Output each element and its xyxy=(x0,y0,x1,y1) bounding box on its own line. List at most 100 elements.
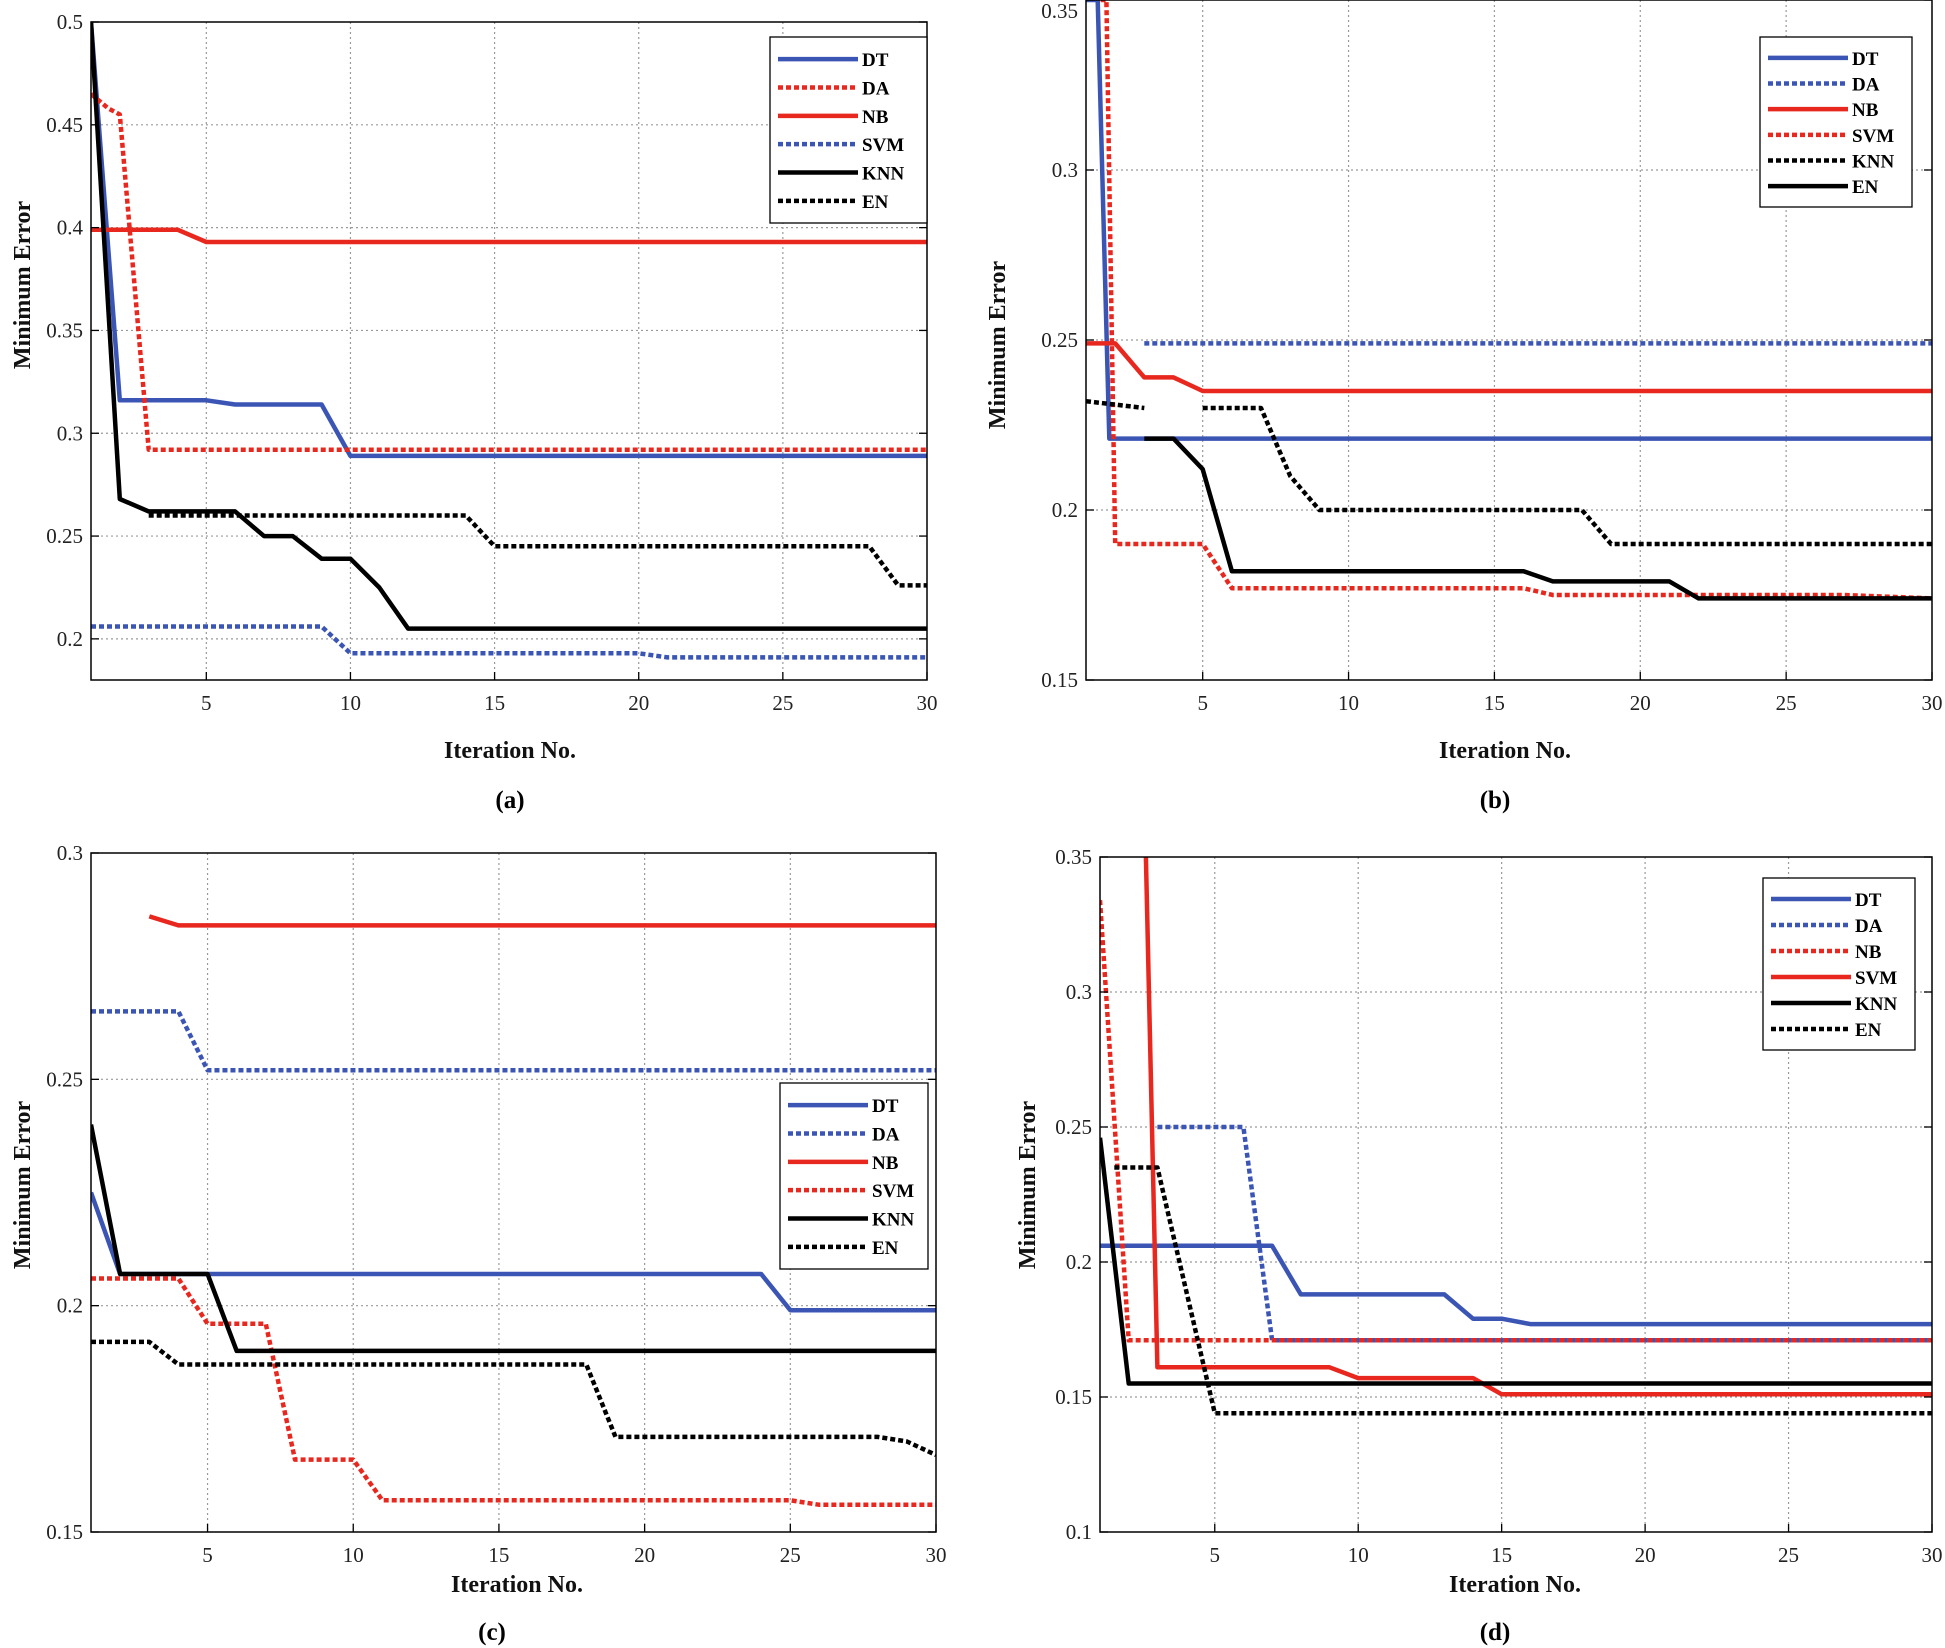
panel-b-ytick-label-1: 0.2 xyxy=(1052,498,1078,522)
panel-c-xtick-label-1: 10 xyxy=(343,1543,364,1567)
panel-c-legend-nb-label: NB xyxy=(872,1153,899,1174)
panel-b-legend: DT DA NB SVM KNN EN xyxy=(1759,36,1913,208)
panel-a: 0.2 0.25 0.3 0.35 0.4 0.45 0.5 5 10 15 20 25 30 DT DA N… xyxy=(46,10,937,715)
panel-c-series-dt-line xyxy=(91,1191,936,1313)
panel-b-ylabel: Minimum Error xyxy=(985,261,1011,430)
panel-b-legend-knn-label: KNN xyxy=(1852,152,1895,173)
panel-b-xtick-label-4: 25 xyxy=(1776,691,1797,715)
panel-a-ytick-label-6: 0.5 xyxy=(57,10,83,34)
panel-c-xtick-label-0: 5 xyxy=(202,1543,213,1567)
panel-c-legend-box xyxy=(779,1082,929,1270)
panel-a-series-nb-line xyxy=(91,227,927,245)
panel-d-ytick-label-0: 0.1 xyxy=(1066,1520,1092,1544)
panel-a-series-dt-line xyxy=(91,22,927,459)
panel-a-ytick-label-1: 0.25 xyxy=(46,524,83,548)
panel-c-legend-da-label: DA xyxy=(872,1125,900,1146)
panel-d-ytick-label-3: 0.25 xyxy=(1055,1115,1092,1139)
panel-c-ytick-label-2: 0.25 xyxy=(46,1067,83,1091)
panel-d-series-svm-line xyxy=(1143,857,1932,1397)
panel-c-legend: DT DA NB SVM KNN EN xyxy=(779,1082,929,1270)
panel-c-legend-knn-label: KNN xyxy=(872,1210,915,1231)
panel-b-legend-da-label: DA xyxy=(1852,75,1880,96)
panel-b-ytick-label-4: 0.35 xyxy=(1041,0,1078,23)
panel-b-caption: (b) xyxy=(1480,787,1511,814)
panel-d-legend-box xyxy=(1762,877,1916,1051)
panel-b-xtick-label-3: 20 xyxy=(1630,691,1651,715)
panel-b-legend-nb-label: NB xyxy=(1852,100,1879,121)
panel-a-xtick-label-4: 25 xyxy=(772,691,793,715)
panel-d-series-en-line xyxy=(1114,1165,1932,1416)
panel-a-series-svm-line xyxy=(91,624,927,660)
panel-c-series-knn-line xyxy=(91,1124,936,1354)
panel-d-ytick-label-2: 0.2 xyxy=(1066,1250,1092,1274)
panel-a-xtick-label-3: 20 xyxy=(628,691,649,715)
panel-d: 0.1 0.15 0.2 0.25 0.3 0.35 5 10 15 20 25 30 DT DA NB SV… xyxy=(1055,845,1942,1567)
panel-c-xlabel: Iteration No. xyxy=(451,1572,583,1598)
panel-b-series-knn-line xyxy=(1086,398,1145,411)
panel-c-ylabel: Minimum Error xyxy=(10,1101,36,1270)
panel-c-axes-frame xyxy=(90,852,937,1533)
panel-c-ytick-label-3: 0.3 xyxy=(57,841,83,865)
panel-a-ytick-label-2: 0.3 xyxy=(57,421,83,445)
panel-a-legend-dt-label: DT xyxy=(862,50,889,71)
panel-d-xtick-label-0: 5 xyxy=(1210,1543,1221,1567)
panel-d-legend: DT DA NB SVM KNN EN xyxy=(1762,877,1916,1051)
panel-d-xtick-label-3: 20 xyxy=(1635,1543,1656,1567)
panel-a-xtick-label-1: 10 xyxy=(340,691,361,715)
panel-d-legend-dt-label: DT xyxy=(1855,890,1882,911)
panel-c-xtick-label-3: 20 xyxy=(634,1543,655,1567)
panel-d-xtick-label-4: 25 xyxy=(1778,1543,1799,1567)
panel-b-series-extra-6-line xyxy=(1202,405,1932,547)
panel-c-xtick-label-2: 15 xyxy=(488,1543,509,1567)
panel-a-xlabel: Iteration No. xyxy=(444,738,576,764)
panel-a-legend-knn-label: KNN xyxy=(862,164,905,185)
panel-d-xtick-label-5: 30 xyxy=(1922,1543,1943,1567)
panel-a-legend: DT DA NB SVM KNN EN xyxy=(769,36,928,224)
panel-b-series-nb-line xyxy=(1086,341,1932,394)
panel-d-legend-da-label: DA xyxy=(1855,916,1883,937)
panel-a-xtick-label-0: 5 xyxy=(201,691,212,715)
panel-a-ylabel: Minimum Error xyxy=(10,201,36,370)
panel-a-series-group xyxy=(91,22,927,660)
panel-c-caption: (c) xyxy=(478,1619,506,1646)
panel-b-legend-dt-label: DT xyxy=(1852,49,1879,70)
panel-c: 0.15 0.2 0.25 0.3 5 10 15 20 25 30 DT DA NB SVM KNN EN xyxy=(46,841,946,1567)
panel-a-xtick-label-2: 15 xyxy=(484,691,505,715)
panel-d-ylabel: Minimum Error xyxy=(1015,1101,1041,1270)
panel-d-legend-knn-label: KNN xyxy=(1855,994,1898,1015)
panel-b-series-en-line xyxy=(1144,436,1932,601)
panel-c-legend-dt-label: DT xyxy=(872,1096,899,1117)
panel-b-series-dt-line xyxy=(1086,0,1932,441)
panel-d-ytick-label-1: 0.15 xyxy=(1055,1385,1092,1409)
panel-b-xtick-label-0: 5 xyxy=(1197,691,1208,715)
panel-d-series-da-line xyxy=(1157,1124,1932,1343)
panel-a-ytick-label-4: 0.4 xyxy=(57,216,84,240)
panel-d-ytick-label-4: 0.3 xyxy=(1066,980,1092,1004)
panel-c-series-da-line xyxy=(91,1009,936,1073)
panel-c-series-nb-line xyxy=(148,914,936,928)
panel-b-series-svm-line xyxy=(1100,0,1932,601)
panel-b-xlabel: Iteration No. xyxy=(1439,738,1571,764)
panel-a-series-en-line xyxy=(148,513,927,588)
panel-d-series-nb-line xyxy=(1100,900,1932,1343)
panel-d-xtick-label-2: 15 xyxy=(1491,1543,1512,1567)
panel-d-ytick-label-5: 0.35 xyxy=(1055,845,1092,869)
panel-a-series-knn-line xyxy=(91,22,927,631)
panel-a-legend-svm-label: SVM xyxy=(862,135,904,156)
panel-a-ytick-label-0: 0.2 xyxy=(57,627,83,651)
panel-c-ytick-label-1: 0.2 xyxy=(57,1294,83,1318)
panel-b-xtick-label-2: 15 xyxy=(1484,691,1505,715)
panel-a-axes-frame xyxy=(90,21,928,681)
panel-a-caption: (a) xyxy=(495,787,524,814)
panel-a-ytick-label-5: 0.45 xyxy=(46,113,83,137)
panel-b-xtick-label-1: 10 xyxy=(1338,691,1359,715)
panel-c-series-svm-line xyxy=(91,1276,936,1508)
panel-b-ytick-label-3: 0.3 xyxy=(1052,158,1078,182)
panel-d-legend-en-label: EN xyxy=(1855,1020,1882,1041)
panel-b-legend-box xyxy=(1759,36,1913,208)
panel-d-caption: (d) xyxy=(1480,1619,1511,1646)
panel-c-series-group xyxy=(91,914,936,1508)
panel-b-ytick-label-0: 0.15 xyxy=(1041,668,1078,692)
panel-c-series-en-line xyxy=(91,1339,936,1458)
